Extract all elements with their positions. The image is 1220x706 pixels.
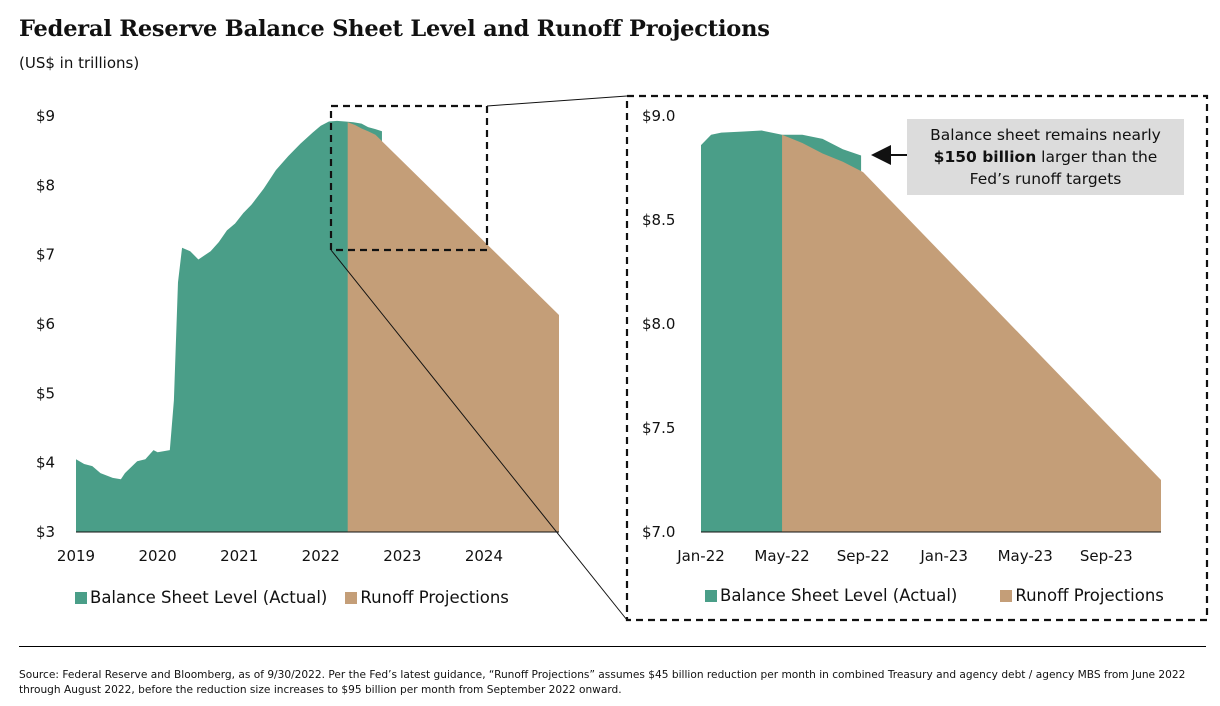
left-y-tick-label: $4 [36, 454, 55, 472]
left-legend: Balance Sheet Level (Actual) Runoff Proj… [75, 588, 509, 607]
legend-label-actual: Balance Sheet Level (Actual) [720, 586, 958, 605]
right-y-tick-label: $7.5 [642, 419, 675, 437]
left-chart: $3 $4 $5 $6 $7 $8 $9 2019 2020 2021 2022 2023 2024 [36, 107, 559, 565]
left-x-tick-label: 2024 [465, 547, 503, 565]
right-x-tick-label: May-23 [998, 547, 1053, 565]
left-x-tick-label: 2020 [138, 547, 176, 565]
left-y-tick-label: $8 [36, 176, 55, 194]
zoom-panel-border [625, 94, 1209, 622]
left-x-tick-label: 2022 [302, 547, 340, 565]
annotation-box: Balance sheet remains nearly $150 billio… [907, 119, 1184, 195]
right-y-tick-label: $8.0 [642, 315, 675, 333]
left-y-tick-label: $6 [36, 315, 55, 333]
annotation-line-2-rest: larger than the [1036, 148, 1158, 166]
left-y-tick-label: $9 [36, 107, 55, 125]
legend-swatch-projection [345, 591, 358, 604]
left-x-tick-label: 2019 [57, 547, 95, 565]
right-x-tick-label: Jan-22 [676, 547, 725, 565]
right-y-tick-label: $9.0 [642, 107, 675, 125]
left-area-actual [76, 120, 382, 532]
right-legend: Balance Sheet Level (Actual) Runoff Proj… [705, 586, 1164, 605]
legend-swatch-actual [75, 591, 87, 604]
legend-label-projection: Runoff Projections [1015, 586, 1164, 605]
annotation-line-3: Fed’s runoff targets [969, 170, 1122, 188]
left-y-tick-label: $7 [36, 246, 55, 264]
annotation-line-2: $150 billion larger than the [907, 146, 1184, 168]
zoom-connector-bottom [330, 249, 628, 621]
legend-label-actual: Balance Sheet Level (Actual) [90, 588, 328, 607]
right-x-tick-label: Jan-23 [919, 547, 968, 565]
right-x-tick-label: Sep-23 [1080, 547, 1133, 565]
legend-swatch-projection [1000, 589, 1013, 602]
chart-title: Federal Reserve Balance Sheet Level and … [19, 16, 770, 42]
footer-divider [19, 646, 1206, 647]
left-x-tick-label: 2021 [220, 547, 258, 565]
right-y-tick-label: $8.5 [642, 211, 675, 229]
chart-subtitle: (US$ in trillions) [19, 54, 140, 72]
left-area-projection [347, 122, 559, 533]
left-x-tick-label: 2023 [383, 547, 421, 565]
legend-label-projection: Runoff Projections [360, 588, 509, 607]
left-y-tick-label: $3 [36, 523, 55, 541]
right-y-tick-label: $7.0 [642, 523, 675, 541]
right-chart: $7.0 $7.5 $8.0 $8.5 $9.0 Jan-22 May-22 Sep-22 J… [642, 107, 1161, 565]
right-x-tick-label: Sep-22 [837, 547, 890, 565]
left-y-tick-label: $5 [36, 384, 55, 402]
right-area-projection [782, 134, 1161, 532]
source-note: Source: Federal Reserve and Bloomberg, a… [19, 669, 1186, 696]
zoom-connector-top [486, 95, 628, 107]
annotation-line-1: Balance sheet remains nearly [930, 126, 1161, 144]
annotation-bold: $150 billion [933, 148, 1037, 166]
zoom-region-box [329, 104, 489, 252]
legend-swatch-actual [705, 589, 717, 602]
right-x-tick-label: May-22 [754, 547, 809, 565]
